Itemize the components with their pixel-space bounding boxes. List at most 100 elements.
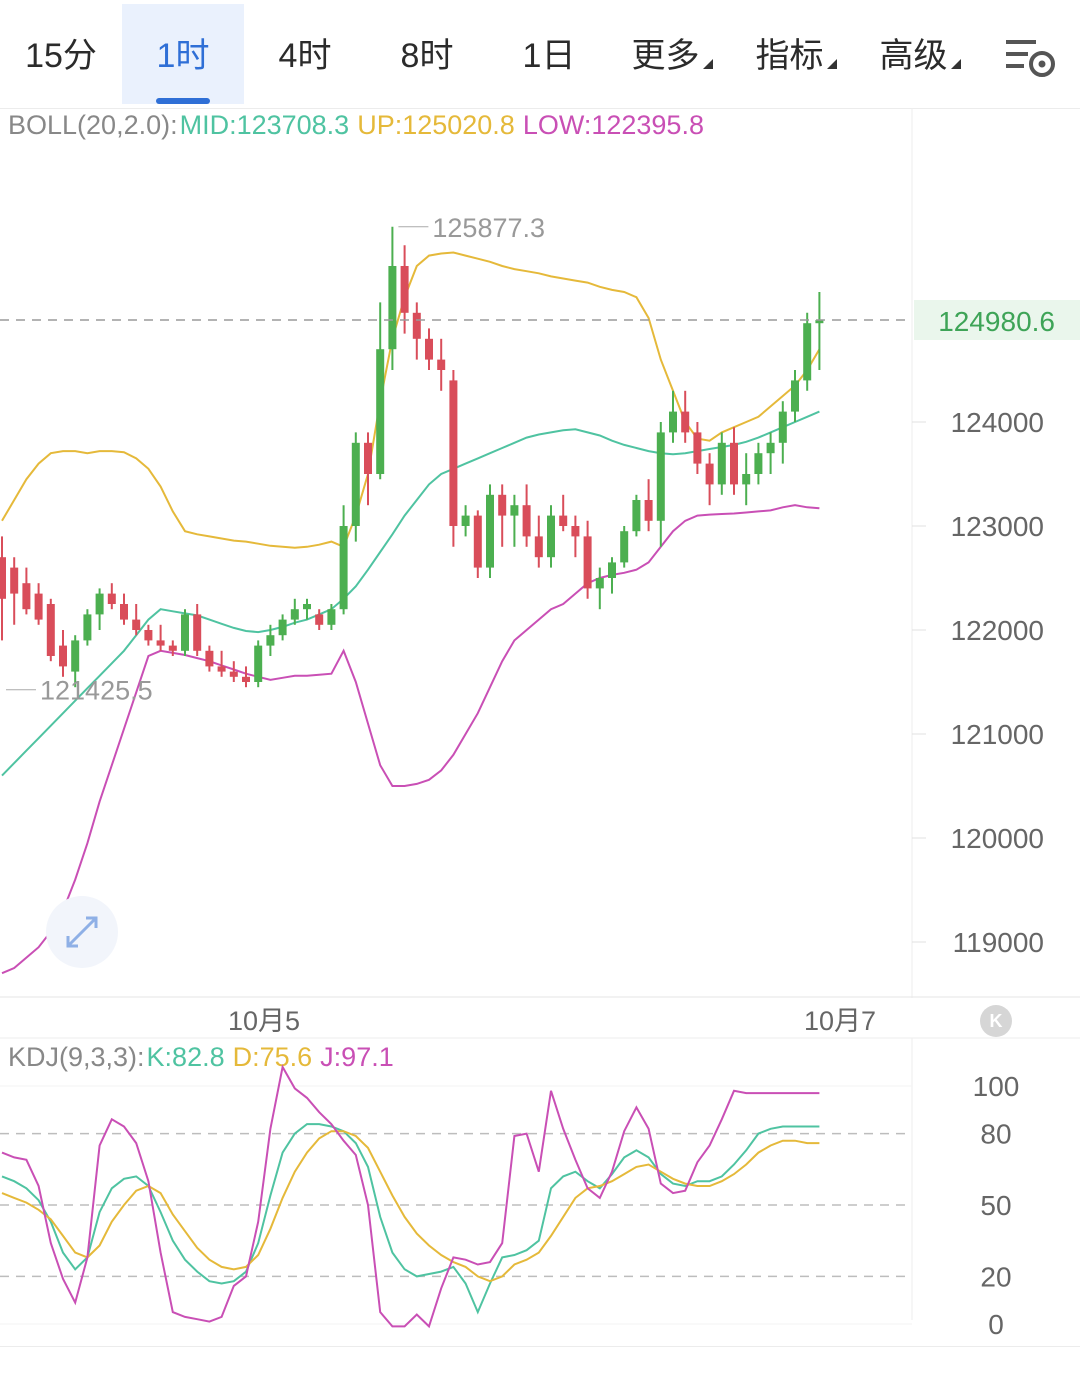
price-chart[interactable]: 124000 123000 122000 121000 120000 119000 1249… bbox=[0, 108, 1080, 1346]
candle-body bbox=[71, 640, 80, 672]
y-tick-label: 119000 bbox=[953, 927, 1044, 958]
candle-body bbox=[412, 312, 421, 339]
boll-lower-line bbox=[1, 504, 820, 975]
tab-label: 高级 bbox=[879, 37, 948, 75]
candle-body bbox=[120, 604, 128, 620]
tab-1[interactable]: 15分 bbox=[0, 4, 122, 104]
candle-body bbox=[339, 526, 348, 610]
candle-body bbox=[22, 583, 31, 610]
kdj-legend: KDJ(9,3,3):K:82.8 D:75.6 J:97.1 bbox=[8, 1042, 402, 1073]
candle-body bbox=[815, 320, 824, 324]
candle-body bbox=[290, 609, 299, 620]
boll-up: UP:125020.8 bbox=[357, 110, 515, 140]
candle-body bbox=[351, 442, 360, 526]
candle-body bbox=[595, 578, 604, 589]
candle-body bbox=[766, 442, 775, 454]
y-tick-label: 122000 bbox=[951, 615, 1044, 646]
kdj-y-tick-label: 20 bbox=[980, 1261, 1011, 1292]
candle-body bbox=[266, 635, 275, 646]
boll-upper-line bbox=[1, 251, 821, 549]
y-tick-label: 121000 bbox=[951, 719, 1044, 750]
current-price-tag bbox=[914, 300, 1080, 341]
candle-body bbox=[254, 645, 263, 682]
kdj-y-tick-label: 80 bbox=[980, 1119, 1011, 1150]
candle-body bbox=[778, 411, 787, 443]
candle-body bbox=[730, 442, 738, 485]
boll-low: LOW:122395.8 bbox=[522, 110, 704, 140]
max-price-label: 125877.3 bbox=[432, 213, 545, 243]
kdj-j-line bbox=[1, 1064, 820, 1329]
candle-body bbox=[95, 593, 104, 615]
candle-body bbox=[205, 650, 214, 667]
y-tick-label: 124000 bbox=[951, 407, 1044, 438]
candle-body bbox=[449, 380, 458, 526]
candle-body bbox=[608, 562, 616, 578]
tab-3[interactable]: 4时 bbox=[244, 4, 366, 104]
candle-body bbox=[717, 442, 726, 485]
candle-body bbox=[498, 494, 507, 516]
candle-body bbox=[34, 593, 43, 620]
kdj-j: J:97.1 bbox=[320, 1042, 394, 1072]
tab-label: 指标 bbox=[755, 37, 824, 75]
expand-arrows-icon bbox=[66, 916, 98, 948]
candle-body bbox=[510, 505, 519, 516]
tab-4[interactable]: 8时 bbox=[366, 4, 488, 104]
tab-label: 4时 bbox=[278, 37, 332, 75]
chart-settings-icon[interactable] bbox=[1004, 36, 1056, 80]
candle-body bbox=[303, 604, 311, 610]
candle-body bbox=[571, 526, 580, 537]
tab-label: 更多 bbox=[631, 37, 700, 75]
candle-body bbox=[364, 442, 372, 474]
candle-body bbox=[547, 515, 555, 558]
candle-body bbox=[242, 676, 250, 682]
candle-body bbox=[46, 604, 55, 656]
tab-label: 15分 bbox=[25, 37, 97, 75]
candle-body bbox=[144, 630, 153, 641]
candle-body bbox=[559, 515, 568, 526]
kdj-d-line bbox=[1, 1130, 820, 1283]
tab-7[interactable]: 指标 bbox=[734, 4, 858, 104]
candle-body bbox=[0, 557, 6, 599]
candle-body bbox=[486, 494, 494, 568]
candle-body bbox=[229, 671, 238, 677]
tab-2[interactable]: 1时 bbox=[122, 4, 244, 104]
candle-body bbox=[632, 500, 641, 532]
kdj-k: K:82.8 bbox=[146, 1042, 225, 1072]
candle-body bbox=[327, 609, 336, 625]
candle-body bbox=[681, 411, 690, 433]
boll-mid-line bbox=[1, 410, 820, 777]
candle-body bbox=[437, 359, 446, 370]
candle-body bbox=[181, 614, 189, 651]
boll-legend: BOLL(20,2.0):MID:123708.3 UP:125020.8 LOW:… bbox=[8, 110, 712, 141]
candle-body bbox=[669, 411, 677, 433]
k-line-toggle-button[interactable]: K bbox=[980, 1005, 1012, 1037]
y-tick-label: 120000 bbox=[951, 823, 1044, 854]
candle-body bbox=[522, 505, 531, 537]
candle-body bbox=[400, 266, 409, 313]
dropdown-caret-icon bbox=[826, 59, 837, 69]
candle-body bbox=[644, 500, 653, 521]
tab-6[interactable]: 更多 bbox=[610, 4, 734, 104]
kdj-y-tick-label: 50 bbox=[980, 1190, 1011, 1221]
candle-body bbox=[132, 619, 141, 630]
candle-body bbox=[59, 645, 67, 667]
expand-chart-button[interactable] bbox=[46, 896, 118, 968]
candle-body bbox=[278, 619, 287, 636]
candle-body bbox=[534, 536, 543, 558]
candle-body bbox=[693, 432, 702, 464]
candle-body bbox=[620, 531, 629, 563]
tab-8[interactable]: 高级 bbox=[858, 4, 982, 104]
tab-label: 8时 bbox=[400, 37, 454, 75]
dropdown-caret-icon bbox=[950, 59, 961, 69]
interval-tab-bar: 15分 1时 4时 8时 1日 更多 指标 高级 bbox=[0, 0, 1080, 109]
candle-body bbox=[315, 614, 324, 625]
kdj-y-tick-label: 100 bbox=[973, 1071, 1020, 1102]
candle-body bbox=[217, 666, 226, 672]
tab-label: 1时 bbox=[156, 37, 210, 75]
candle-body bbox=[656, 432, 665, 521]
candle-body bbox=[388, 266, 397, 350]
candle-body bbox=[754, 453, 763, 474]
tab-5[interactable]: 1日 bbox=[488, 4, 610, 104]
kdj-d: D:75.6 bbox=[232, 1042, 313, 1072]
x-tick-label: 10月5 bbox=[228, 1006, 300, 1036]
